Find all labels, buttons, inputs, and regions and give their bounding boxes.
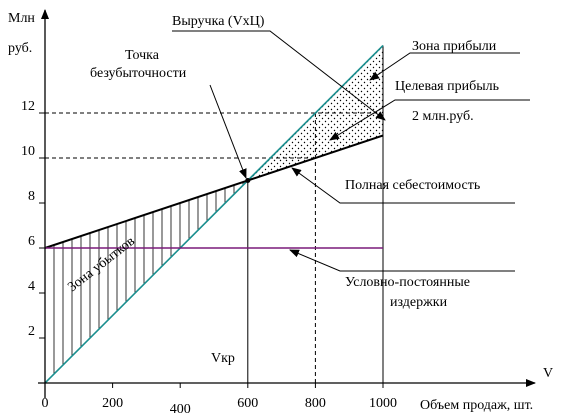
total-cost-leader [291, 167, 515, 204]
target-profit-leader [329, 99, 530, 141]
x-tick-label: 1000 [369, 396, 397, 411]
profit-zone-label: Зона прибыли [412, 39, 497, 54]
y-tick-label: 6 [28, 234, 35, 249]
y-axis-label-line1: Млн [8, 11, 35, 26]
x-tick-label: 600 [237, 396, 258, 411]
critical-volume-label: Vкр [211, 351, 235, 366]
x-tick-label: 800 [305, 396, 326, 411]
break-even-label-line2: безубыточности [90, 66, 187, 81]
y-axis-label-line2: руб. [8, 41, 32, 56]
fixed-costs-label-line1: Условно-постоянные [345, 275, 470, 290]
revenue-line [44, 44, 384, 384]
y-tick-label: 2 [28, 324, 35, 339]
revenue-leader [172, 30, 386, 121]
loss-zone-label: Зона убытков [65, 234, 138, 296]
x-tick-label: 400 [170, 402, 191, 417]
fixed-costs-label-line2: издержки [390, 295, 448, 310]
x-tick-label: 0 [42, 396, 49, 411]
fixed-costs-leader [289, 249, 515, 272]
total-cost-line [44, 134, 384, 249]
y-tick-label: 12 [21, 99, 35, 114]
revenue-label: Выручка (VxЦ) [172, 14, 265, 29]
y-tick-label: 4 [28, 279, 35, 294]
profit-zone-leader [369, 52, 520, 81]
break-even-point [245, 178, 251, 183]
break-even-label-line1: Точка [125, 48, 160, 63]
x-tick-label: 200 [102, 396, 123, 411]
y-tick-label: 10 [21, 144, 35, 159]
target-profit-label-line2: 2 млн.руб. [412, 109, 474, 124]
total-cost-label: Полная себестоимость [345, 178, 480, 193]
x-axis-symbol: V [543, 366, 553, 381]
target-profit-label-line1: Целевая прибыль [395, 79, 499, 94]
break-even-leader [209, 84, 247, 179]
y-tick-label: 8 [28, 189, 35, 204]
x-axis-label: Объем продаж, шт. [420, 398, 533, 413]
